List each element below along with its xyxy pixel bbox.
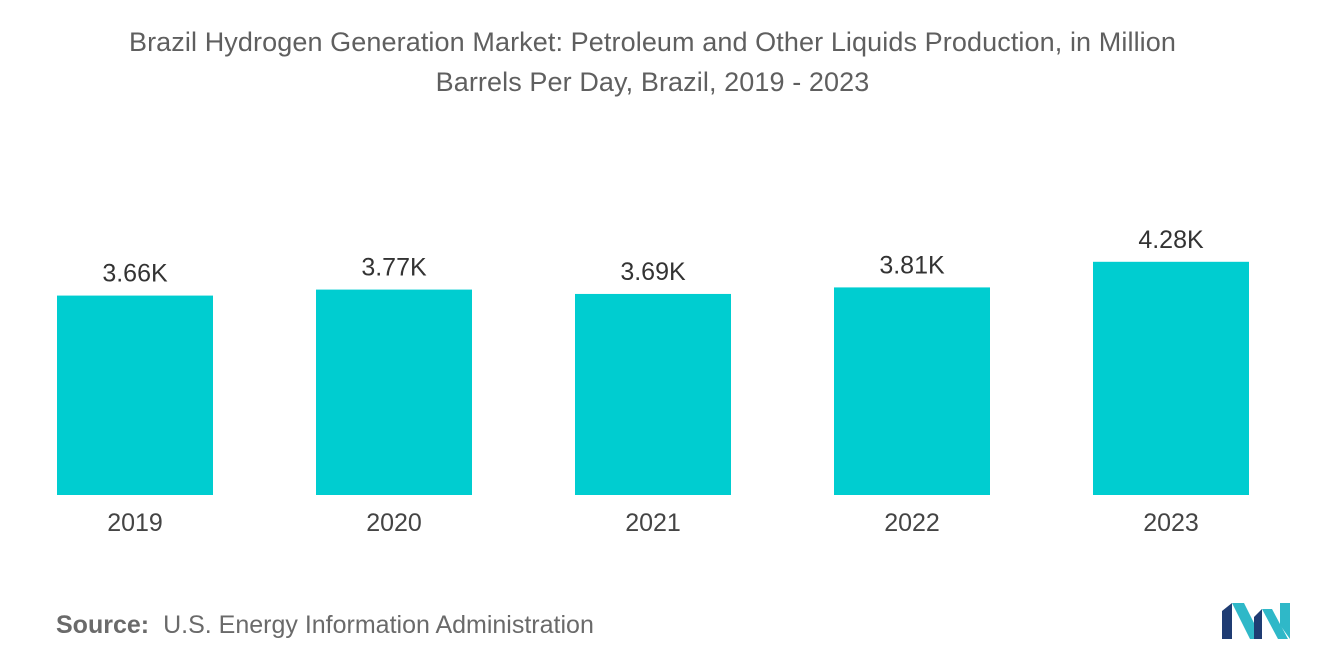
bar-2022 [834,287,990,495]
chart-title-line-1: Brazil Hydrogen Generation Market: Petro… [128,27,1176,57]
logo-right-stroke [1280,603,1290,639]
x-tick-label-2020: 2020 [366,509,422,537]
x-tick-label-2022: 2022 [884,509,940,537]
source-value: U.S. Energy Information Administration [163,611,594,639]
logo-mid-stroke [1254,609,1262,639]
bar-2019 [57,295,213,495]
mordor-intelligence-logo-icon [1222,603,1290,639]
bar-value-label-2020: 3.77K [361,254,427,282]
chart-title: Brazil Hydrogen Generation Market: Petro… [0,22,1305,102]
chart-title-line-2: Barrels Per Day, Brazil, 2019 - 2023 [435,67,870,97]
bar-value-label-2022: 3.81K [879,251,945,279]
bar-2021 [575,293,731,495]
source-key: Source: [56,611,150,639]
bar-2023 [1093,261,1249,495]
logo-right-diagonal [1262,609,1288,639]
logo-left-stroke [1222,603,1232,639]
bar-value-label-2019: 3.66K [102,260,168,288]
x-tick-label-2019: 2019 [107,509,163,537]
bar-2020 [316,289,472,495]
source-note: Source: U.S. Energy Information Administr… [56,611,594,640]
x-tick-label-2023: 2023 [1143,509,1199,537]
bar-value-label-2023: 4.28K [1138,226,1204,254]
bar-value-label-2021: 3.69K [620,258,686,286]
x-tick-label-2021: 2021 [625,509,681,537]
